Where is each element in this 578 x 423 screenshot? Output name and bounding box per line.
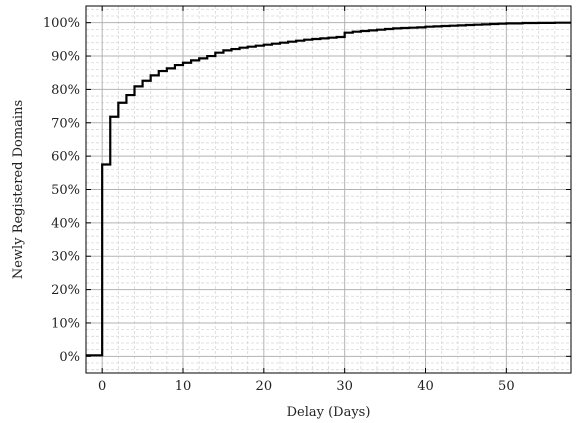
y-tick-label: 100% (43, 16, 80, 31)
y-tick-label: 80% (51, 83, 80, 98)
y-tick-label: 50% (51, 183, 80, 198)
y-axis-label: Newly Registered Domains (11, 100, 26, 279)
x-axis-ticks: 0 10 20 30 40 50 (98, 6, 515, 394)
y-tick-label: 60% (51, 150, 80, 165)
series-line (86, 21, 571, 357)
y-tick-label: 30% (51, 250, 80, 265)
x-tick-label: 30 (336, 379, 353, 394)
y-tick-label: 90% (51, 50, 80, 65)
x-tick-label: 50 (498, 379, 515, 394)
y-tick-label: 10% (51, 316, 80, 331)
y-tick-label: 20% (51, 283, 80, 298)
y-tick-label: 70% (51, 116, 80, 131)
x-tick-label: 0 (98, 379, 106, 394)
x-tick-label: 20 (256, 379, 273, 394)
minor-grid (85, 6, 572, 373)
x-tick-label: 10 (175, 379, 192, 394)
x-tick-label: 40 (417, 379, 434, 394)
y-tick-label: 40% (51, 216, 80, 231)
x-axis-label: Delay (Days) (287, 405, 371, 420)
y-axis-ticks: 0% 10% 20% 30% 40% 50% 60% 70% 80% 90% 100% (43, 16, 571, 365)
y-tick-label: 0% (59, 350, 80, 365)
